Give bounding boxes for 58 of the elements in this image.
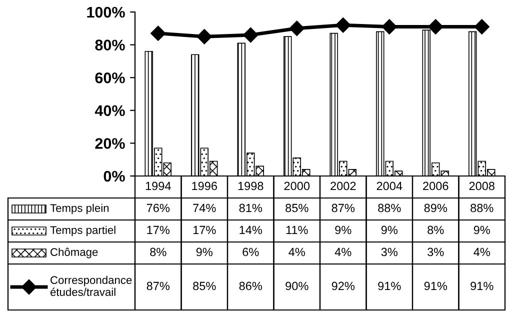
x-tick-label: 2002 [330, 182, 356, 190]
data-label: 8% [150, 248, 166, 256]
y-tick-label: 40% [94, 105, 125, 116]
data-label: 4% [474, 248, 490, 256]
data-label: 14% [240, 226, 262, 234]
data-label: 4% [288, 248, 305, 256]
data-label: 17% [193, 226, 216, 234]
data-label: 87% [146, 282, 170, 290]
data-label: 17% [147, 226, 170, 234]
data-label: 8% [428, 226, 444, 234]
data-label: 9% [335, 226, 352, 234]
data-label: 90% [286, 282, 308, 290]
data-label: 11% [286, 226, 308, 234]
data-label: 9% [474, 226, 490, 234]
x-tick-label: 1996 [192, 182, 217, 190]
data-label: 3% [381, 248, 398, 256]
data-label: 88% [378, 204, 401, 212]
y-tick-label: 60% [95, 72, 125, 84]
data-label: 81% [239, 204, 262, 212]
point [289, 20, 304, 36]
x-tick-label: 2006 [423, 182, 448, 190]
data-label: 4% [334, 248, 352, 256]
data-label: 91% [378, 282, 401, 290]
data-label: 87% [332, 204, 355, 212]
data-label: 86% [239, 282, 262, 290]
x-tick-label: 1998 [238, 182, 264, 190]
data-label: 91% [424, 282, 448, 290]
data-label: 9% [381, 226, 398, 234]
legend-label: Temps partiel [50, 226, 116, 236]
data-label: 9% [196, 248, 212, 256]
point [243, 27, 258, 43]
legend-label: Chômage [50, 248, 98, 258]
point [150, 26, 166, 41]
data-label: 88% [470, 204, 494, 212]
legend-label: Temps plein [50, 204, 109, 214]
y-tick-label: 0% [104, 170, 125, 182]
x-tick-label: 2004 [376, 182, 402, 190]
data-label: 92% [332, 282, 355, 290]
y-tick-label: 80% [95, 40, 125, 50]
point [474, 19, 490, 34]
x-tick-label: 1994 [146, 182, 171, 190]
point [196, 29, 212, 44]
data-label: 3% [428, 248, 444, 256]
y-tick-label: 100% [87, 6, 125, 18]
data-label: 76% [146, 204, 170, 212]
x-tick-label: 2008 [469, 182, 494, 190]
data-label: 6% [242, 248, 259, 256]
data-label: 91% [470, 282, 494, 290]
data-label: 74% [193, 204, 216, 212]
data-label: 89% [424, 204, 448, 212]
y-tick-label: 20% [95, 138, 125, 149]
point [382, 19, 397, 34]
x-tick-label: 2000 [284, 182, 310, 190]
data-label: 85% [193, 282, 216, 290]
point [428, 19, 444, 34]
point [336, 18, 351, 33]
data-label: 85% [286, 204, 308, 212]
legend-label: Correspondance études/travail [50, 276, 132, 296]
